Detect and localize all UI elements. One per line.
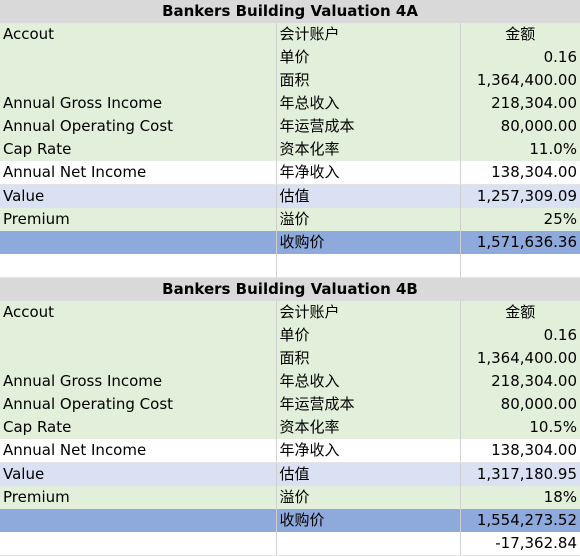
table-title[interactable]: Bankers Building Valuation 4B (0, 277, 580, 301)
table-row (0, 254, 580, 278)
amount-cell[interactable]: 0.16 (459, 46, 580, 69)
amount-cell[interactable]: 0.16 (459, 323, 580, 347)
table-row: Premium 溢价 25% (0, 208, 580, 231)
cn-account-cell[interactable]: 面积 (275, 69, 460, 92)
table-row: Annual Gross Income 年总收入 218,304.00 (0, 92, 580, 115)
account-cell[interactable]: Premium (0, 485, 276, 509)
cn-account-cell[interactable]: 溢价 (275, 208, 460, 231)
account-cell[interactable] (0, 323, 276, 347)
table-row: -17,362.84 (0, 531, 580, 556)
table-row: 收购价 1,554,273.52 (0, 508, 580, 532)
amount-cell[interactable]: 1,364,400.00 (459, 69, 580, 92)
amount-cell[interactable]: 218,304.00 (459, 92, 580, 115)
account-cell[interactable]: Annual Net Income (0, 161, 276, 185)
header-account-cell[interactable]: Accout (0, 300, 276, 324)
amount-cell[interactable]: 218,304.00 (459, 369, 580, 393)
amount-cell[interactable]: 1,571,636.36 (459, 231, 580, 254)
cn-account-cell[interactable] (275, 254, 460, 278)
amount-cell[interactable]: 25% (459, 208, 580, 231)
cn-account-cell[interactable]: 溢价 (275, 485, 460, 509)
header-cn-account-cell[interactable]: 会计账户 (275, 23, 460, 46)
table-title[interactable]: Bankers Building Valuation 4A (0, 0, 580, 23)
table-row: Premium 溢价 18% (0, 485, 580, 509)
account-cell[interactable] (0, 254, 276, 278)
account-cell[interactable] (0, 46, 276, 69)
table-row: 单价 0.16 (0, 46, 580, 69)
table-row: Cap Rate 资本化率 11.0% (0, 138, 580, 161)
table-row: 收购价 1,571,636.36 (0, 231, 580, 254)
amount-cell[interactable]: 18% (459, 485, 580, 509)
amount-cell[interactable]: 1,317,180.95 (459, 462, 580, 486)
header-account-cell[interactable]: Accout (0, 23, 276, 46)
account-cell[interactable] (0, 508, 276, 532)
table-row: Annual Gross Income 年总收入 218,304.00 (0, 369, 580, 393)
header-amount-cell[interactable]: 金额 (459, 300, 580, 324)
cn-account-cell[interactable]: 年总收入 (275, 92, 460, 115)
amount-cell[interactable] (459, 254, 580, 278)
account-cell[interactable]: Annual Operating Cost (0, 392, 276, 416)
table-row: Value 估值 1,317,180.95 (0, 462, 580, 486)
table-row: Cap Rate 资本化率 10.5% (0, 415, 580, 439)
table-row: Annual Operating Cost 年运营成本 80,000.00 (0, 115, 580, 138)
amount-cell[interactable]: 80,000.00 (459, 115, 580, 138)
cn-account-cell[interactable]: 单价 (275, 46, 460, 69)
account-cell[interactable]: Annual Gross Income (0, 92, 276, 115)
account-cell[interactable]: Annual Operating Cost (0, 115, 276, 138)
cn-account-cell[interactable]: 年净收入 (275, 438, 460, 463)
header-row: Accout 会计账户 金额 (0, 23, 580, 46)
account-cell[interactable]: Value (0, 184, 276, 208)
cn-account-cell[interactable]: 收购价 (275, 508, 460, 532)
account-cell[interactable] (0, 346, 276, 370)
amount-cell[interactable]: 10.5% (459, 415, 580, 439)
amount-cell[interactable]: -17,362.84 (459, 531, 580, 556)
account-cell[interactable]: Annual Net Income (0, 438, 276, 463)
cn-account-cell[interactable]: 年净收入 (275, 161, 460, 185)
account-cell[interactable]: Value (0, 462, 276, 486)
cn-account-cell[interactable]: 资本化率 (275, 138, 460, 161)
cn-account-cell[interactable]: 估值 (275, 462, 460, 486)
header-amount-cell[interactable]: 金额 (459, 23, 580, 46)
account-cell[interactable] (0, 531, 276, 556)
table-title-row: Bankers Building Valuation 4A (0, 0, 580, 23)
table-title-row: Bankers Building Valuation 4B (0, 277, 580, 301)
table-row: Annual Net Income 年净收入 138,304.00 (0, 161, 580, 185)
cn-account-cell[interactable] (275, 531, 460, 556)
table-row: Annual Operating Cost 年运营成本 80,000.00 (0, 392, 580, 416)
cn-account-cell[interactable]: 收购价 (275, 231, 460, 254)
cn-account-cell[interactable]: 年运营成本 (275, 392, 460, 416)
cn-account-cell[interactable]: 单价 (275, 323, 460, 347)
cn-account-cell[interactable]: 年总收入 (275, 369, 460, 393)
account-cell[interactable]: Annual Gross Income (0, 369, 276, 393)
header-cn-account-cell[interactable]: 会计账户 (275, 300, 460, 324)
table-row: Annual Net Income 年净收入 138,304.00 (0, 438, 580, 463)
cn-account-cell[interactable]: 年运营成本 (275, 115, 460, 138)
table-row: 面积 1,364,400.00 (0, 69, 580, 92)
amount-cell[interactable]: 138,304.00 (459, 438, 580, 463)
cn-account-cell[interactable]: 资本化率 (275, 415, 460, 439)
table-row: 单价 0.16 (0, 323, 580, 347)
header-row: Accout 会计账户 金额 (0, 300, 580, 324)
amount-cell[interactable]: 1,257,309.09 (459, 184, 580, 208)
amount-cell[interactable]: 1,364,400.00 (459, 346, 580, 370)
account-cell[interactable]: Cap Rate (0, 415, 276, 439)
cn-account-cell[interactable]: 面积 (275, 346, 460, 370)
cn-account-cell[interactable]: 估值 (275, 184, 460, 208)
amount-cell[interactable]: 1,554,273.52 (459, 508, 580, 532)
account-cell[interactable]: Cap Rate (0, 138, 276, 161)
table-row: Value 估值 1,257,309.09 (0, 184, 580, 208)
account-cell[interactable]: Premium (0, 208, 276, 231)
amount-cell[interactable]: 11.0% (459, 138, 580, 161)
amount-cell[interactable]: 80,000.00 (459, 392, 580, 416)
amount-cell[interactable]: 138,304.00 (459, 161, 580, 185)
account-cell[interactable] (0, 69, 276, 92)
table-row: 面积 1,364,400.00 (0, 346, 580, 370)
account-cell[interactable] (0, 231, 276, 254)
